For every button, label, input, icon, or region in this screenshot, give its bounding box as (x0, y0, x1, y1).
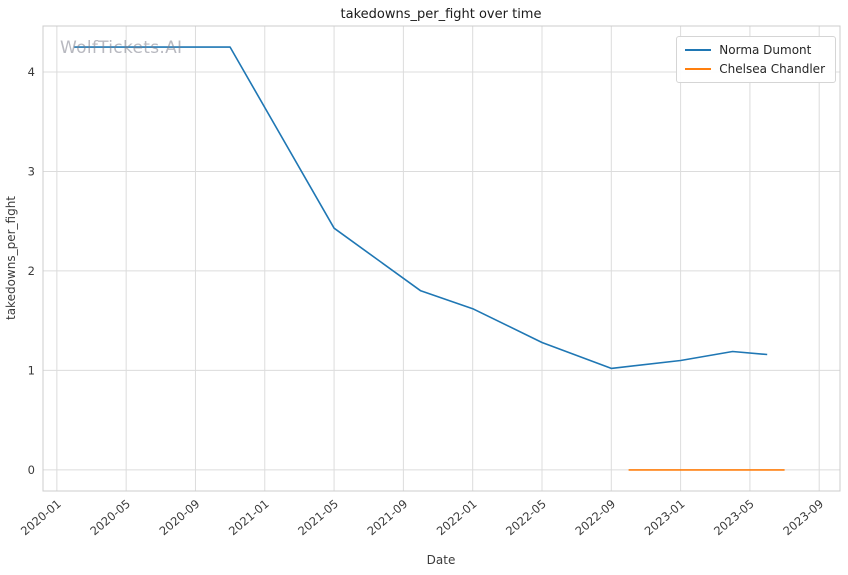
x-tick-label: 2020-01 (18, 497, 64, 539)
chart-title: takedowns_per_fight over time (341, 7, 542, 22)
legend-item: Norma Dumont (685, 44, 825, 56)
legend: Norma Dumont Chelsea Chandler (676, 36, 836, 83)
y-tick-label: 2 (28, 264, 35, 278)
plot-border (42, 25, 841, 492)
y-axis-label: takedowns_per_fight (4, 196, 18, 320)
x-tick-label: 2020-05 (87, 497, 133, 539)
x-tick-label: 2021-05 (295, 497, 341, 539)
x-tick-label: 2022-09 (572, 497, 618, 539)
y-tick-label: 0 (28, 463, 35, 477)
legend-line-swatch (685, 68, 712, 70)
x-tick-label: 2021-01 (226, 497, 272, 539)
x-tick-label: 2022-05 (503, 497, 549, 539)
x-tick-label: 2023-01 (642, 497, 688, 539)
x-tick-label: 2020-09 (157, 497, 203, 539)
x-tick-label: 2023-09 (780, 497, 826, 539)
x-tick-label: 2022-01 (434, 497, 480, 539)
watermark: WolfTickets.AI (60, 38, 183, 58)
y-axis-tick-labels: 0 1 2 3 4 (28, 65, 35, 477)
series-line-norma-dumont (74, 46, 768, 370)
legend-line-swatch (685, 49, 712, 51)
series-lines (74, 46, 785, 471)
y-tick-label: 4 (28, 65, 35, 79)
y-tick-label: 3 (28, 164, 35, 178)
legend-item: Chelsea Chandler (685, 63, 825, 75)
legend-label: Norma Dumont (719, 43, 812, 57)
legend-label: Chelsea Chandler (719, 62, 825, 76)
y-tick-label: 1 (28, 363, 35, 377)
x-axis-tick-labels: 2020-01 2020-05 2020-09 2021-01 2021-05 2021-… (18, 497, 826, 539)
x-tick-label: 2021-09 (364, 497, 410, 539)
grid-lines (43, 26, 840, 491)
x-axis-label: Date (427, 553, 456, 567)
x-tick-label: 2023-05 (711, 497, 757, 539)
